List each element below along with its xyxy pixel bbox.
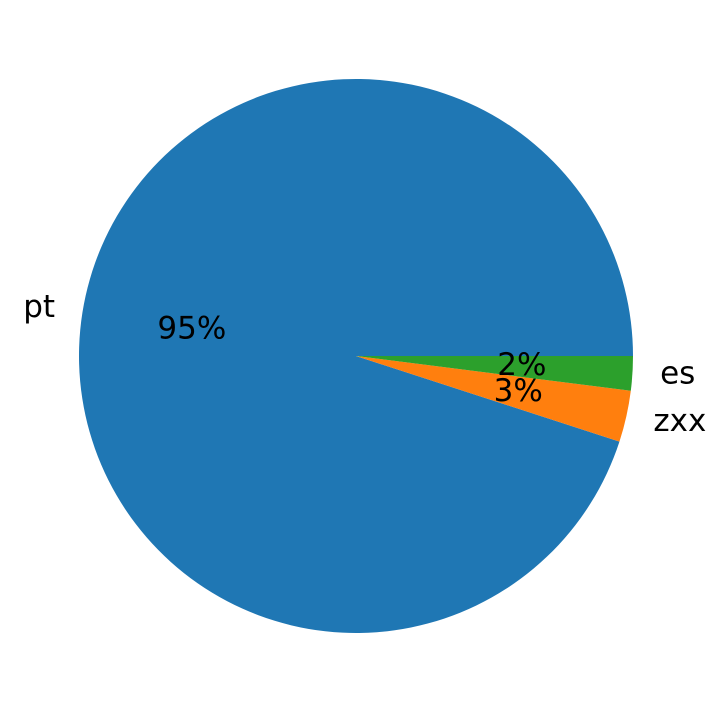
- slice-label: es: [660, 356, 695, 392]
- percent-label: 95%: [157, 311, 226, 347]
- percent-label: 2%: [497, 347, 546, 383]
- slice-label: pt: [23, 289, 55, 325]
- pie-slice: [356, 356, 633, 391]
- percent-label: 3%: [494, 373, 543, 409]
- slice-label: zxx: [653, 403, 706, 439]
- pie-slice: [356, 356, 631, 442]
- pie-slice: [78, 78, 633, 633]
